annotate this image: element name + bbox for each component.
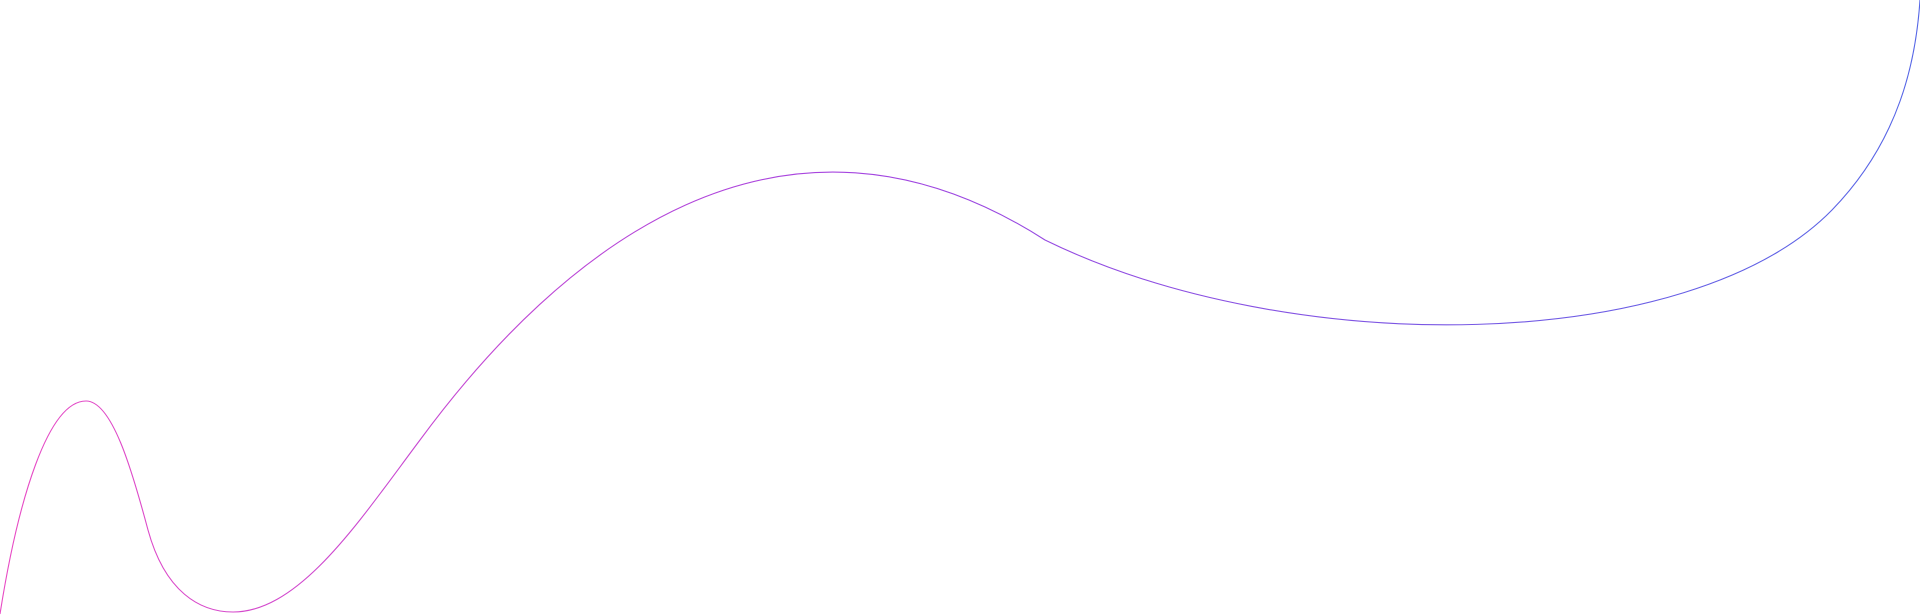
decorative-wave-line xyxy=(0,0,1920,615)
decorative-wave-canvas xyxy=(0,0,1920,615)
